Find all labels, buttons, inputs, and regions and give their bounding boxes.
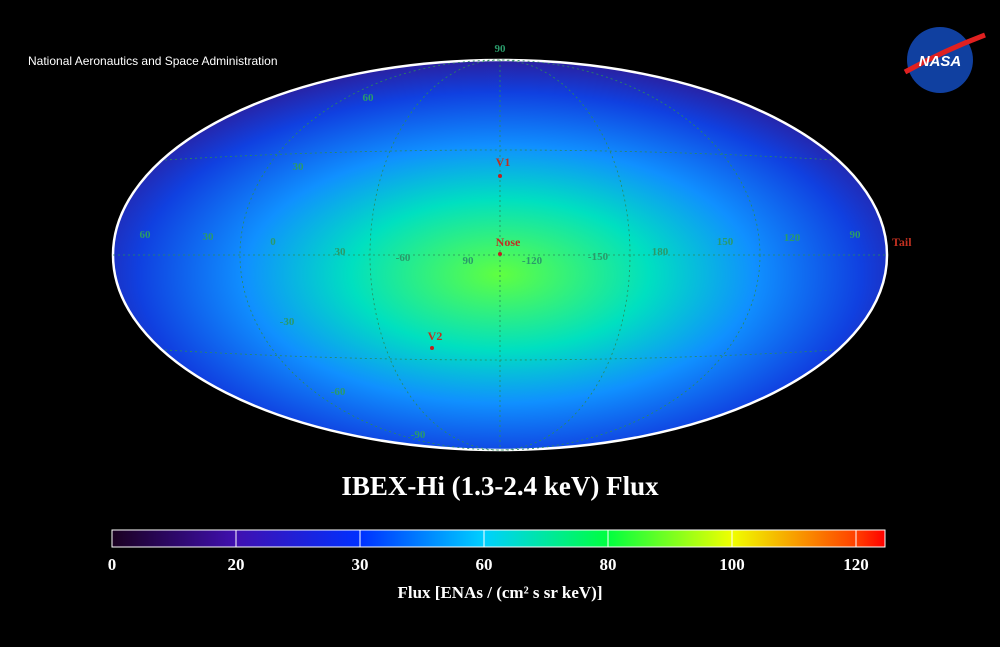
grid-label: -60 (396, 252, 411, 264)
grid-label: -120 (522, 255, 543, 267)
grid-label: 90 (495, 43, 507, 55)
grid-label: 30 (293, 161, 305, 173)
colorbar-tick-label: 80 (600, 555, 617, 574)
marker-label: Nose (496, 235, 521, 249)
grid-label: 120 (784, 232, 801, 244)
colorbar-tick-label: 120 (843, 555, 869, 574)
colorbar-tick-label: 0 (108, 555, 117, 574)
title: IBEX-Hi (1.3-2.4 keV) Flux (341, 471, 659, 501)
grid-label: -30 (280, 316, 295, 328)
colorbar-tick-label: 60 (476, 555, 493, 574)
nasa-logo: NASA (903, 27, 986, 93)
grid-label: 30 (203, 231, 215, 243)
marker-label: V2 (428, 329, 443, 343)
grid-label: 0 (270, 236, 276, 248)
colorbar-tick-label: 100 (719, 555, 745, 574)
grid-label: 150 (717, 236, 734, 248)
marker-label: Tail (892, 235, 912, 249)
colorbar-tick-label: 30 (352, 555, 369, 574)
grid-label: -90 (411, 429, 426, 441)
logo-text: NASA (919, 53, 962, 70)
grid-label: -60 (331, 386, 346, 398)
colorbar (111, 529, 886, 548)
grid-label: -150 (588, 251, 609, 263)
colorbar-tick-label: 20 (228, 555, 245, 574)
grid-label: 90 (463, 255, 475, 267)
grid-label: 60 (363, 92, 375, 104)
grid-label: 90 (850, 229, 862, 241)
grid-label: 60 (140, 229, 152, 241)
agency: National Aeronautics and Space Administr… (28, 54, 278, 68)
colorbar-label: Flux [ENAs / (cm² s sr keV)] (398, 583, 603, 602)
marker-label: V1 (496, 155, 511, 169)
grid-label: 180 (652, 246, 669, 258)
grid-label: 30 (335, 246, 347, 258)
marker-dots (430, 174, 502, 350)
